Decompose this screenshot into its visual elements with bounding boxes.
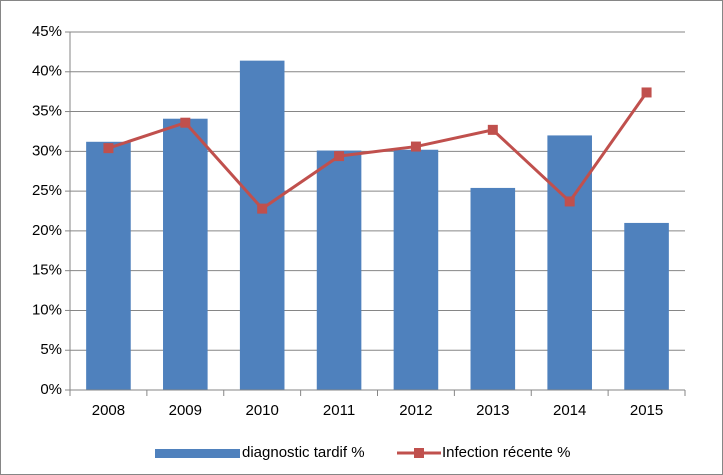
marker	[103, 143, 114, 154]
x-tick-label: 2008	[92, 402, 125, 419]
bar	[86, 141, 131, 390]
legend-swatch	[155, 449, 240, 458]
bar	[316, 150, 362, 390]
legend-label: Infection récente %	[442, 444, 570, 461]
y-tick-label: 5%	[40, 341, 62, 358]
x-tick-label: 2013	[476, 402, 509, 419]
x-tick-label: 2011	[323, 402, 355, 419]
marker	[487, 124, 498, 135]
bar	[624, 222, 669, 390]
marker	[180, 117, 191, 128]
bar	[239, 60, 285, 390]
marker	[334, 151, 345, 162]
legend-marker	[414, 448, 424, 458]
bar	[470, 187, 516, 390]
marker	[564, 196, 575, 207]
x-tick-label: 2014	[553, 402, 586, 419]
marker	[641, 87, 652, 98]
y-tick-label: 15%	[32, 262, 62, 279]
y-tick-label: 0%	[40, 381, 62, 398]
y-tick-label: 45%	[32, 23, 62, 40]
legend-label: diagnostic tardif %	[242, 444, 365, 461]
y-tick-label: 40%	[32, 63, 62, 80]
y-tick-label: 10%	[32, 301, 62, 318]
bar	[393, 149, 439, 390]
y-tick-label: 25%	[32, 182, 62, 199]
marker	[257, 203, 268, 214]
y-tick-label: 30%	[32, 142, 62, 159]
marker	[410, 141, 421, 152]
bar	[163, 118, 208, 391]
x-tick-label: 2015	[630, 402, 663, 419]
x-tick-label: 2010	[246, 402, 279, 419]
y-tick-label: 35%	[32, 103, 62, 120]
line	[107, 91, 648, 211]
x-tick-label: 2012	[399, 402, 432, 419]
x-tick-label: 2009	[169, 402, 202, 419]
y-tick-label: 20%	[32, 222, 62, 239]
bar	[547, 135, 592, 390]
